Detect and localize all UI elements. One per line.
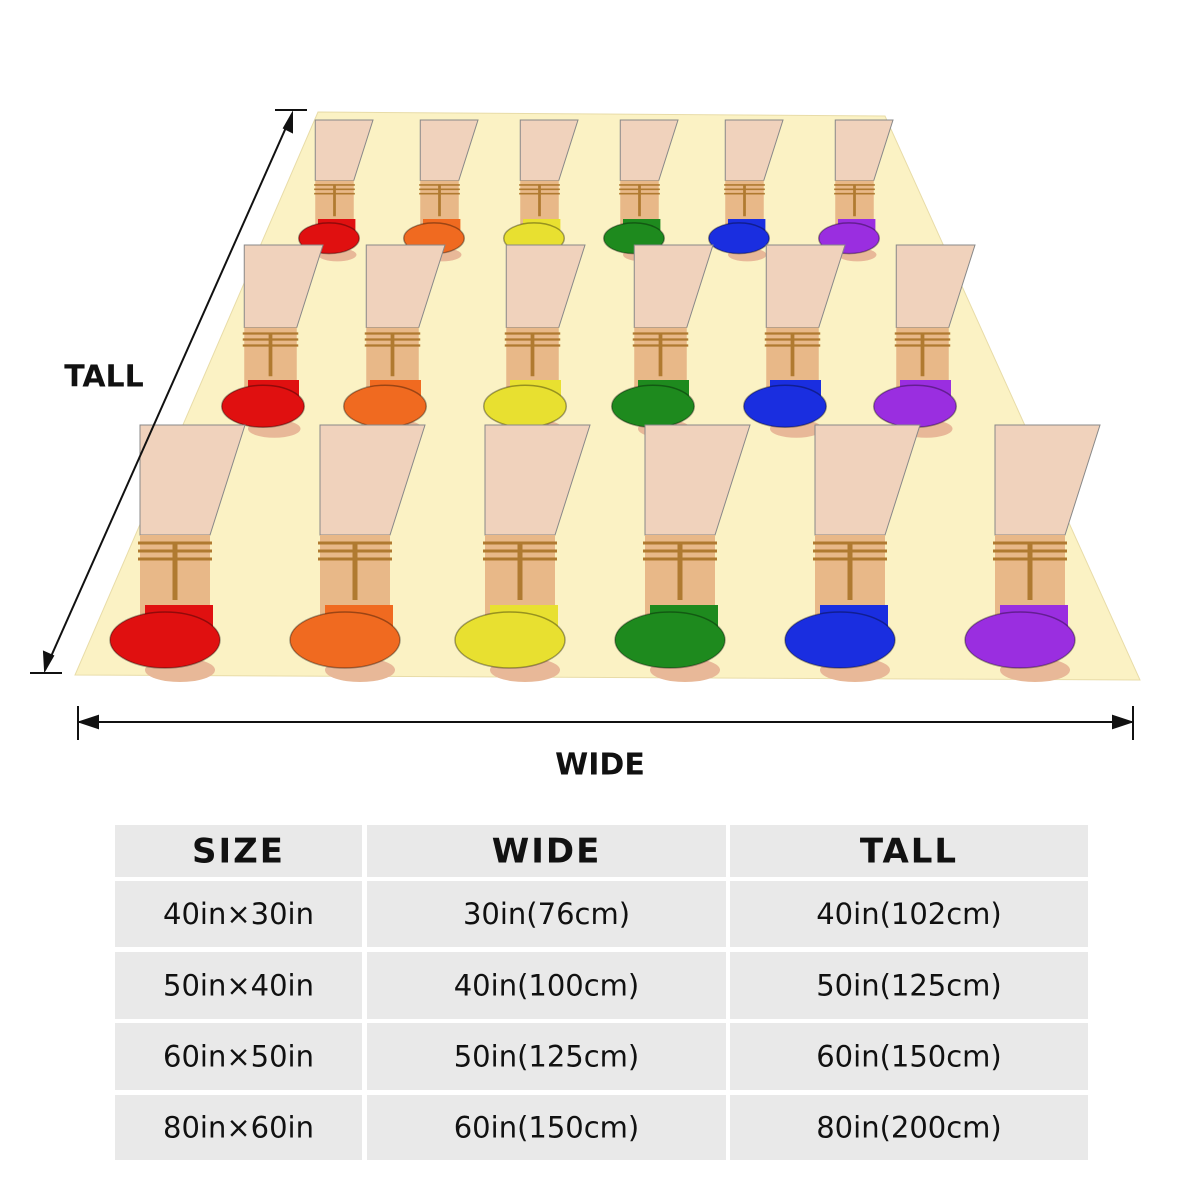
table-value: 50in×40in xyxy=(163,969,314,1003)
foot xyxy=(964,611,1076,669)
table-cell xyxy=(730,1023,1088,1090)
foot xyxy=(743,384,827,428)
foot xyxy=(343,384,427,428)
table-cell xyxy=(367,952,726,1019)
leg xyxy=(994,424,1101,536)
table-cell xyxy=(115,825,362,877)
table-value: 50in(125cm) xyxy=(816,969,1002,1003)
table-value: 80in×60in xyxy=(163,1111,314,1145)
arrow-head xyxy=(42,650,55,674)
table-cell xyxy=(115,881,362,947)
foot xyxy=(221,384,305,428)
tall-label: TALL xyxy=(64,360,144,395)
foot xyxy=(109,611,221,669)
arrow-head xyxy=(282,110,293,134)
table-value: 50in(125cm) xyxy=(454,1040,640,1074)
table-header: SIZE xyxy=(192,832,285,872)
wide-arrow xyxy=(76,706,1135,740)
table-cell xyxy=(367,1095,726,1160)
foot xyxy=(483,384,567,428)
table-cell xyxy=(730,825,1088,877)
tall-arrow xyxy=(30,109,307,674)
foot xyxy=(611,384,695,428)
table-cell xyxy=(730,881,1088,947)
arrow-head xyxy=(1112,714,1135,730)
foot xyxy=(614,611,726,669)
table-value: 60in(150cm) xyxy=(454,1111,640,1145)
table-value: 40in×30in xyxy=(163,897,314,931)
table-header: TALL xyxy=(860,832,958,872)
size-table: SIZE WIDE TALL 40in×30in 30in(76cm) 40in(102c… xyxy=(115,825,1088,1160)
table-cell xyxy=(367,825,726,877)
table-cell xyxy=(367,881,726,947)
table-cell xyxy=(730,1095,1088,1160)
foot xyxy=(784,611,896,669)
table-value: 60in(150cm) xyxy=(816,1040,1002,1074)
table-cell xyxy=(115,952,362,1019)
table-value: 30in(76cm) xyxy=(463,897,630,931)
foot xyxy=(708,222,770,255)
arrow-line xyxy=(44,113,293,671)
foot xyxy=(454,611,566,669)
arrow-head xyxy=(76,714,99,730)
table-cell xyxy=(115,1095,362,1160)
table-cell xyxy=(367,1023,726,1090)
table-header: WIDE xyxy=(492,832,602,872)
foot xyxy=(873,384,957,428)
wide-label: WIDE xyxy=(555,748,645,783)
table-cell xyxy=(115,1023,362,1090)
table-value: 80in(200cm) xyxy=(816,1111,1002,1145)
table-value: 60in×50in xyxy=(163,1040,314,1074)
table-value: 40in(102cm) xyxy=(816,897,1002,931)
table-value: 40in(100cm) xyxy=(454,969,640,1003)
table-cell xyxy=(730,952,1088,1019)
pattern xyxy=(109,119,1101,682)
foot xyxy=(289,611,401,669)
